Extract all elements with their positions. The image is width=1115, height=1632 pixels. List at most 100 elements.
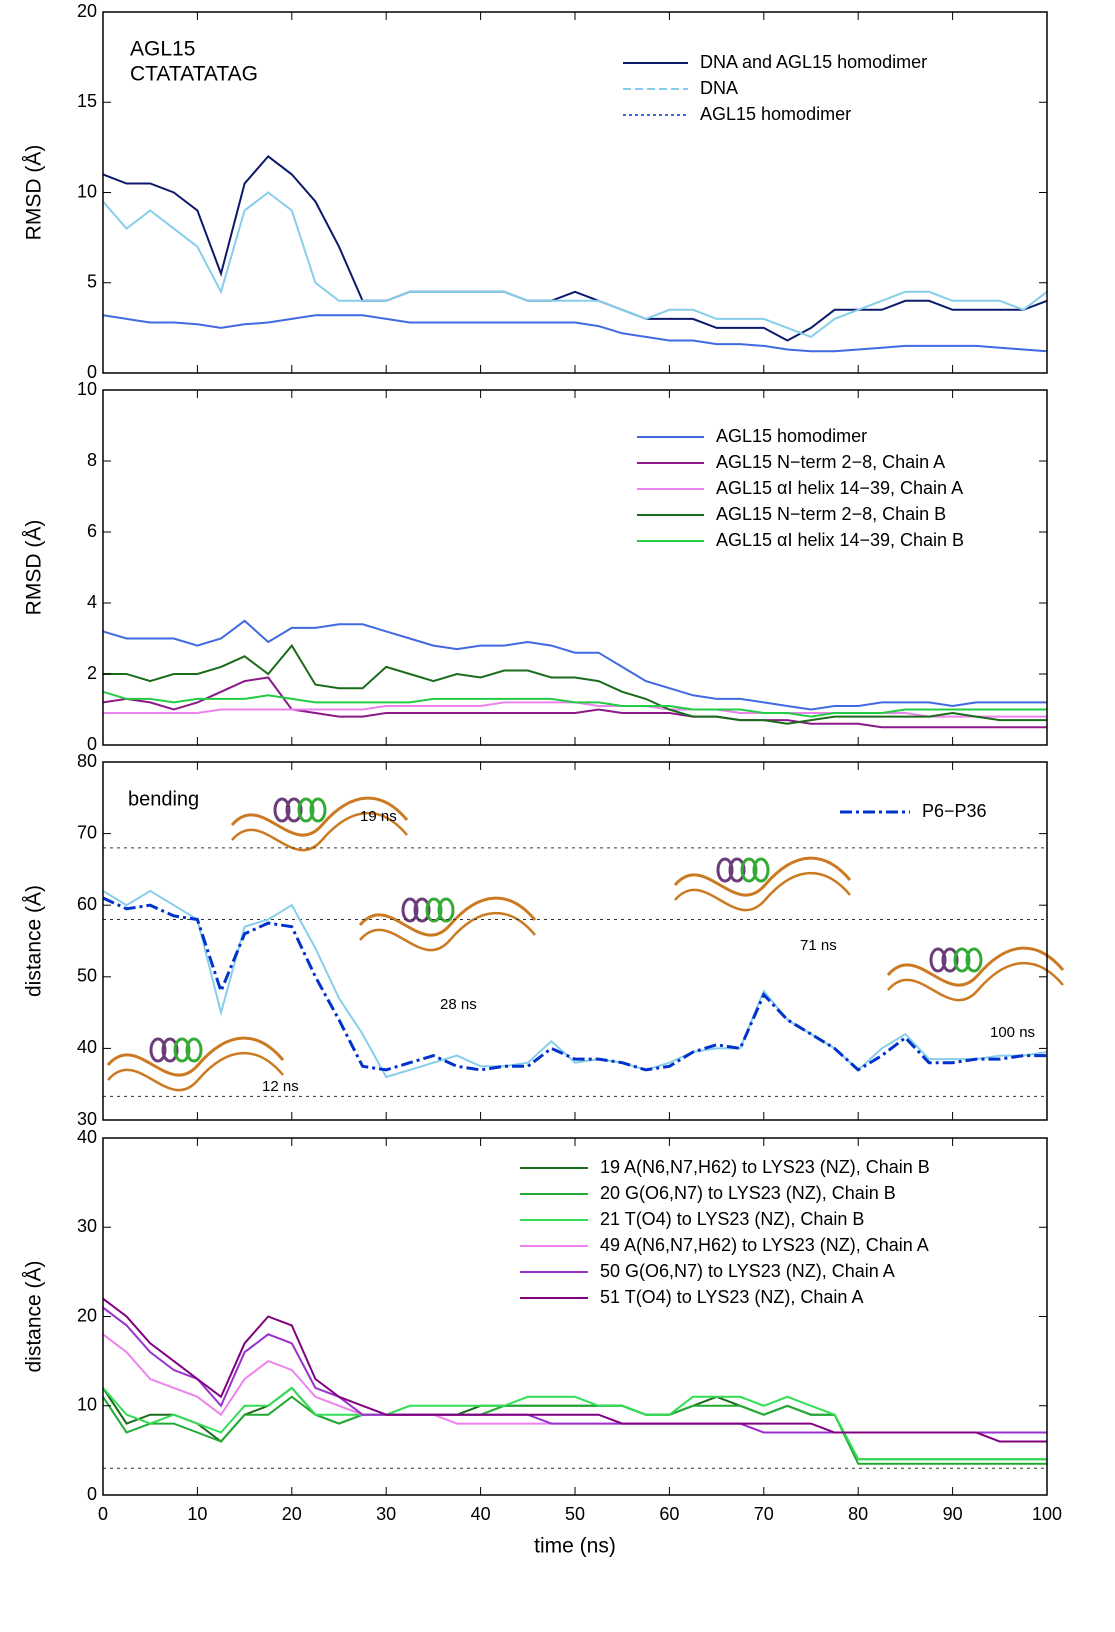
helix-coil [929, 947, 947, 973]
data-line [103, 643, 1047, 725]
data-line [102, 896, 1047, 1072]
helix-coil [149, 1037, 167, 1063]
y-axis-label: distance (Å) [23, 885, 46, 997]
dna-strand [231, 811, 408, 852]
y-tick-label: 20 [77, 1305, 97, 1325]
annotation: 12 ns [262, 1078, 299, 1095]
dna-strand [358, 896, 537, 937]
helix-coil [185, 1037, 203, 1063]
y-tick-label: 20 [77, 1, 97, 21]
x-tick-label: 60 [659, 1504, 679, 1524]
y-tick-label: 2 [87, 663, 97, 683]
y-tick-label: 10 [77, 181, 97, 201]
x-tick-label: 70 [754, 1504, 774, 1524]
data-line [102, 676, 1047, 729]
dna-strand [674, 871, 851, 912]
annotation: AGL15 [130, 38, 195, 61]
y-tick-label: 40 [77, 1127, 97, 1147]
molecule-sketch [673, 856, 852, 912]
y-tick-label: 70 [77, 822, 97, 842]
data-line [102, 191, 1048, 339]
helix-coil [285, 797, 303, 823]
legend-label: AGL15 αI helix 14−39, Chain B [716, 530, 964, 550]
dna-strand [359, 911, 536, 952]
data-line [102, 1386, 1047, 1461]
legend-label: DNA [700, 78, 738, 98]
helix-coil [309, 797, 327, 823]
annotation: 28 ns [440, 996, 477, 1013]
legend-label: P6−P36 [922, 801, 987, 821]
data-line [102, 690, 1047, 718]
helix-coil [740, 857, 758, 883]
data-line [102, 1333, 1047, 1443]
molecule-sketch [106, 1036, 285, 1092]
x-tick-label: 0 [98, 1504, 108, 1524]
y-tick-label: 40 [77, 1037, 97, 1057]
molecule-sketch [886, 946, 1065, 1002]
helix-coil [297, 797, 315, 823]
helix-coil [953, 947, 971, 973]
helix-coil [173, 1037, 191, 1063]
y-tick-label: 8 [87, 450, 97, 470]
x-tick-label: 100 [1032, 1504, 1062, 1524]
y-tick-label: 50 [77, 966, 97, 986]
data-line [102, 1395, 1047, 1465]
legend-label: 51 T(O4) to LYS23 (NZ), Chain A [600, 1287, 863, 1307]
y-axis-label: RMSD (Å) [23, 145, 46, 241]
legend-label: 49 A(N6,N7,H62) to LYS23 (NZ), Chain A [600, 1235, 929, 1255]
x-tick-label: 90 [943, 1504, 963, 1524]
y-axis-label: RMSD (Å) [23, 520, 46, 616]
y-tick-label: 30 [77, 1109, 97, 1129]
data-line [102, 314, 1048, 353]
y-tick-label: 30 [77, 1216, 97, 1236]
dna-strand [106, 1036, 285, 1077]
molecule-sketch [358, 896, 537, 952]
dna-strand [887, 961, 1064, 1002]
annotation: bending [128, 788, 199, 810]
data-line [102, 1297, 1047, 1443]
helix-coil [425, 897, 443, 923]
legend-label: 50 G(O6,N7) to LYS23 (NZ), Chain A [600, 1261, 895, 1281]
legend-label: 21 T(O4) to LYS23 (NZ), Chain B [600, 1209, 864, 1229]
x-axis-label: time (ns) [534, 1535, 616, 1558]
helix-coil [273, 797, 291, 823]
helix-coil [965, 947, 983, 973]
legend-label: AGL15 homodimer [716, 426, 867, 446]
helix-coil [941, 947, 959, 973]
y-tick-label: 0 [87, 734, 97, 754]
dna-strand [107, 1051, 284, 1092]
dna-strand [673, 856, 852, 897]
helix-coil [716, 857, 734, 883]
data-line [102, 889, 1048, 1079]
y-tick-label: 4 [87, 592, 97, 612]
legend-label: 19 A(N6,N7,H62) to LYS23 (NZ), Chain B [600, 1157, 930, 1177]
dna-strand [230, 796, 409, 837]
legend-label: 20 G(O6,N7) to LYS23 (NZ), Chain B [600, 1183, 896, 1203]
data-line [102, 155, 1048, 342]
y-tick-label: 5 [87, 272, 97, 292]
y-tick-label: 0 [87, 1484, 97, 1504]
x-tick-label: 80 [848, 1504, 868, 1524]
x-tick-label: 50 [565, 1504, 585, 1524]
helix-coil [161, 1037, 179, 1063]
legend-label: DNA and AGL15 homodimer [700, 52, 927, 72]
annotation: CTATATATAG [130, 63, 258, 86]
annotation: 71 ns [800, 937, 837, 954]
legend-label: AGL15 αI helix 14−39, Chain A [716, 478, 963, 498]
dna-strand [886, 946, 1065, 987]
legend-label: AGL15 N−term 2−8, Chain B [716, 504, 946, 524]
helix-coil [413, 897, 431, 923]
helix-coil [401, 897, 419, 923]
helix-coil [728, 857, 746, 883]
y-tick-label: 10 [77, 1395, 97, 1415]
legend-label: AGL15 N−term 2−8, Chain A [716, 452, 945, 472]
x-tick-label: 10 [187, 1504, 207, 1524]
y-tick-label: 0 [87, 362, 97, 382]
legend-label: AGL15 homodimer [700, 104, 851, 124]
helix-coil [437, 897, 455, 923]
y-tick-label: 15 [77, 91, 97, 111]
y-tick-label: 80 [77, 751, 97, 771]
helix-coil [752, 857, 770, 883]
x-tick-label: 20 [282, 1504, 302, 1524]
